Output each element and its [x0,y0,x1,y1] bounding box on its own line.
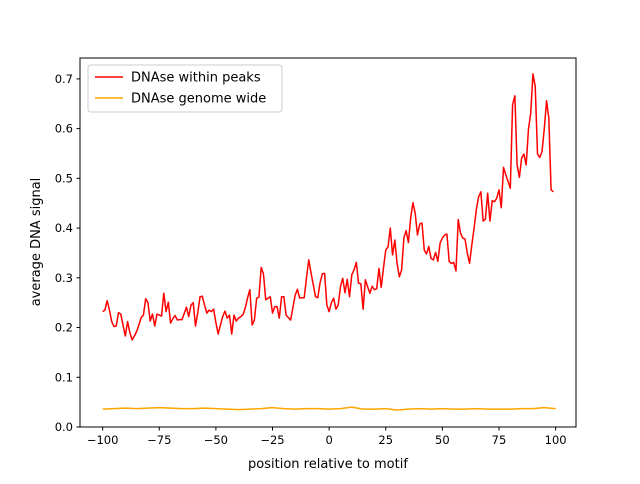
x-axis-label: position relative to motif [248,457,408,472]
x-tick-label: 100 [545,433,567,447]
y-tick-label: 0.0 [55,420,73,434]
y-tick-label: 0.7 [55,72,73,86]
x-tick-label: 25 [378,433,393,447]
legend-label-peaks: DNAse within peaks [131,71,261,86]
x-tick-label: −25 [260,433,284,447]
x-tick-label: 50 [435,433,450,447]
series-line-1 [102,406,556,411]
legend-box [87,64,283,113]
y-tick-label: 0.2 [55,321,73,335]
y-tick-label: 0.1 [55,370,73,384]
y-tick-label: 0.6 [55,122,73,136]
legend-label-genome: DNAse genome wide [131,92,266,107]
legend: DNAse within peaks DNAse genome wide [87,64,283,113]
x-tick-label: 0 [325,433,332,447]
x-tick-label: −100 [87,433,119,447]
x-tick-label: 75 [492,433,507,447]
y-tick-label: 0.3 [55,271,73,285]
y-axis-label: average DNA signal [29,178,44,307]
series-line-0 [102,73,554,341]
x-tick-label: −50 [204,433,228,447]
x-tick-label: −75 [147,433,171,447]
y-tick-label: 0.5 [55,171,73,185]
y-tick-label: 0.4 [55,221,73,235]
plot-area [79,57,577,428]
